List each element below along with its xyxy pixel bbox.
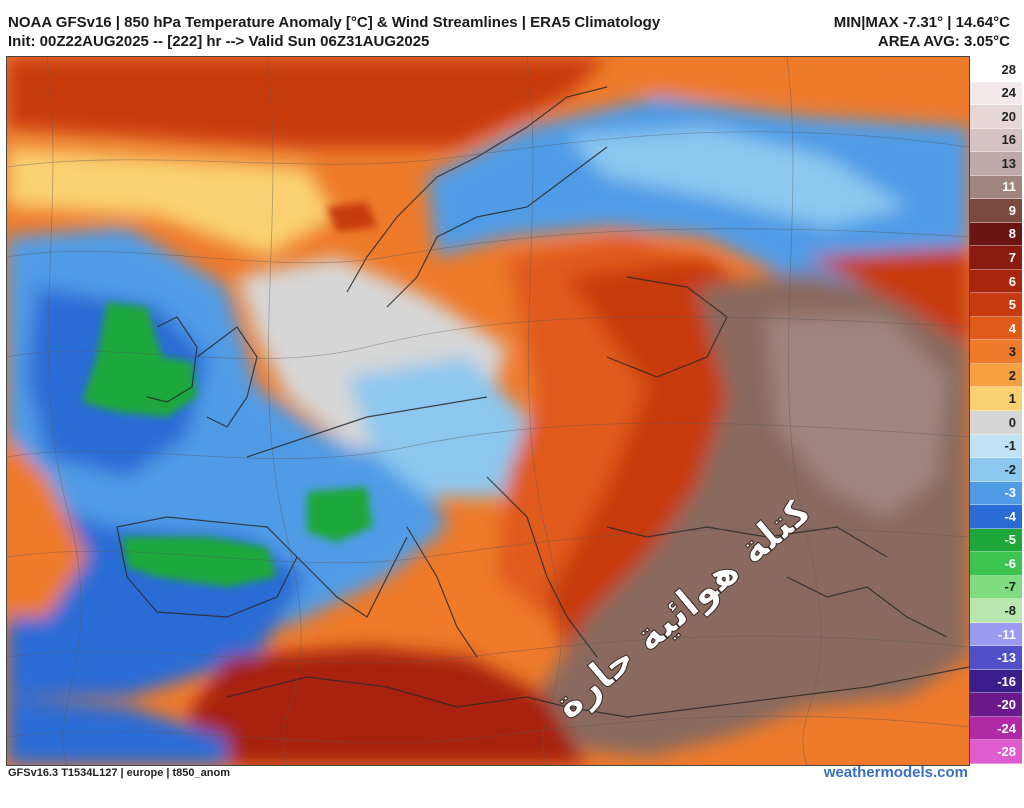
colorbar-swatch: -16 xyxy=(970,669,1022,694)
colorbar-swatch: 7 xyxy=(970,246,1022,270)
colorbar-swatch: -1 xyxy=(970,434,1022,459)
colorbar-swatch: 16 xyxy=(970,128,1022,153)
temperature-anomaly-map xyxy=(6,56,970,766)
init-valid-time: Init: 00Z22AUG2025 -- [222] hr --> Valid… xyxy=(8,33,430,50)
map-title: NOAA GFSv16 | 850 hPa Temperature Anomal… xyxy=(8,14,661,31)
colorbar-swatch: -13 xyxy=(970,646,1022,670)
colorbar-swatch: -28 xyxy=(970,740,1022,764)
min-max-readout: MIN|MAX -7.31° | 14.64°C xyxy=(833,14,1010,31)
map-canvas xyxy=(7,57,969,765)
colorbar-swatch: -3 xyxy=(970,481,1022,506)
colorbar-swatch: 20 xyxy=(970,105,1022,129)
colorbar-swatch: -4 xyxy=(970,505,1022,529)
wind-streamlines xyxy=(7,57,969,765)
colorbar-swatch: -5 xyxy=(970,528,1022,553)
colorbar-swatch: 8 xyxy=(970,222,1022,247)
colorbar-swatch: -8 xyxy=(970,599,1022,623)
colorbar-swatch: 3 xyxy=(970,340,1022,364)
colorbar-swatch: 9 xyxy=(970,199,1022,223)
colorbar-swatch: 24 xyxy=(970,81,1022,106)
colorbar-swatch: 5 xyxy=(970,293,1022,317)
colorbar-swatch: -6 xyxy=(970,552,1022,576)
colorbar-swatch: 6 xyxy=(970,269,1022,294)
colorbar-swatch: -24 xyxy=(970,716,1022,741)
colorbar-swatch: -20 xyxy=(970,693,1022,717)
colorbar-swatch: 0 xyxy=(970,411,1022,435)
colorbar-swatch: 13 xyxy=(970,152,1022,176)
colorbar-swatch: -11 xyxy=(970,622,1022,647)
colorbar-swatch: -7 xyxy=(970,575,1022,600)
colorbar-swatch: 28 xyxy=(970,58,1022,82)
site-credit: weathermodels.com xyxy=(823,764,968,781)
colorbar-swatch: 1 xyxy=(970,387,1022,411)
coastlines xyxy=(116,86,969,718)
model-info: GFSv16.3 T1534L127 | europe | t850_anom xyxy=(8,767,230,779)
annotation-text: كتلة هوائية حارة xyxy=(545,500,821,720)
hot-air-mass-annotation: كتلة هوائية حارة xyxy=(545,500,822,720)
colorbar-swatch: 4 xyxy=(970,316,1022,341)
colorbar-swatch: -2 xyxy=(970,458,1022,482)
area-average-readout: AREA AVG: 3.05°C xyxy=(877,33,1010,50)
color-scale-legend: 28 24 20 16 13 11 9 8 7 6 5 4 3 2 1 0 -1 -2 -3 -4 -5 -6 -7 -8 -1… xyxy=(970,58,1022,764)
colorbar-swatch: 11 xyxy=(970,175,1022,200)
colorbar-swatch: 2 xyxy=(970,363,1022,388)
